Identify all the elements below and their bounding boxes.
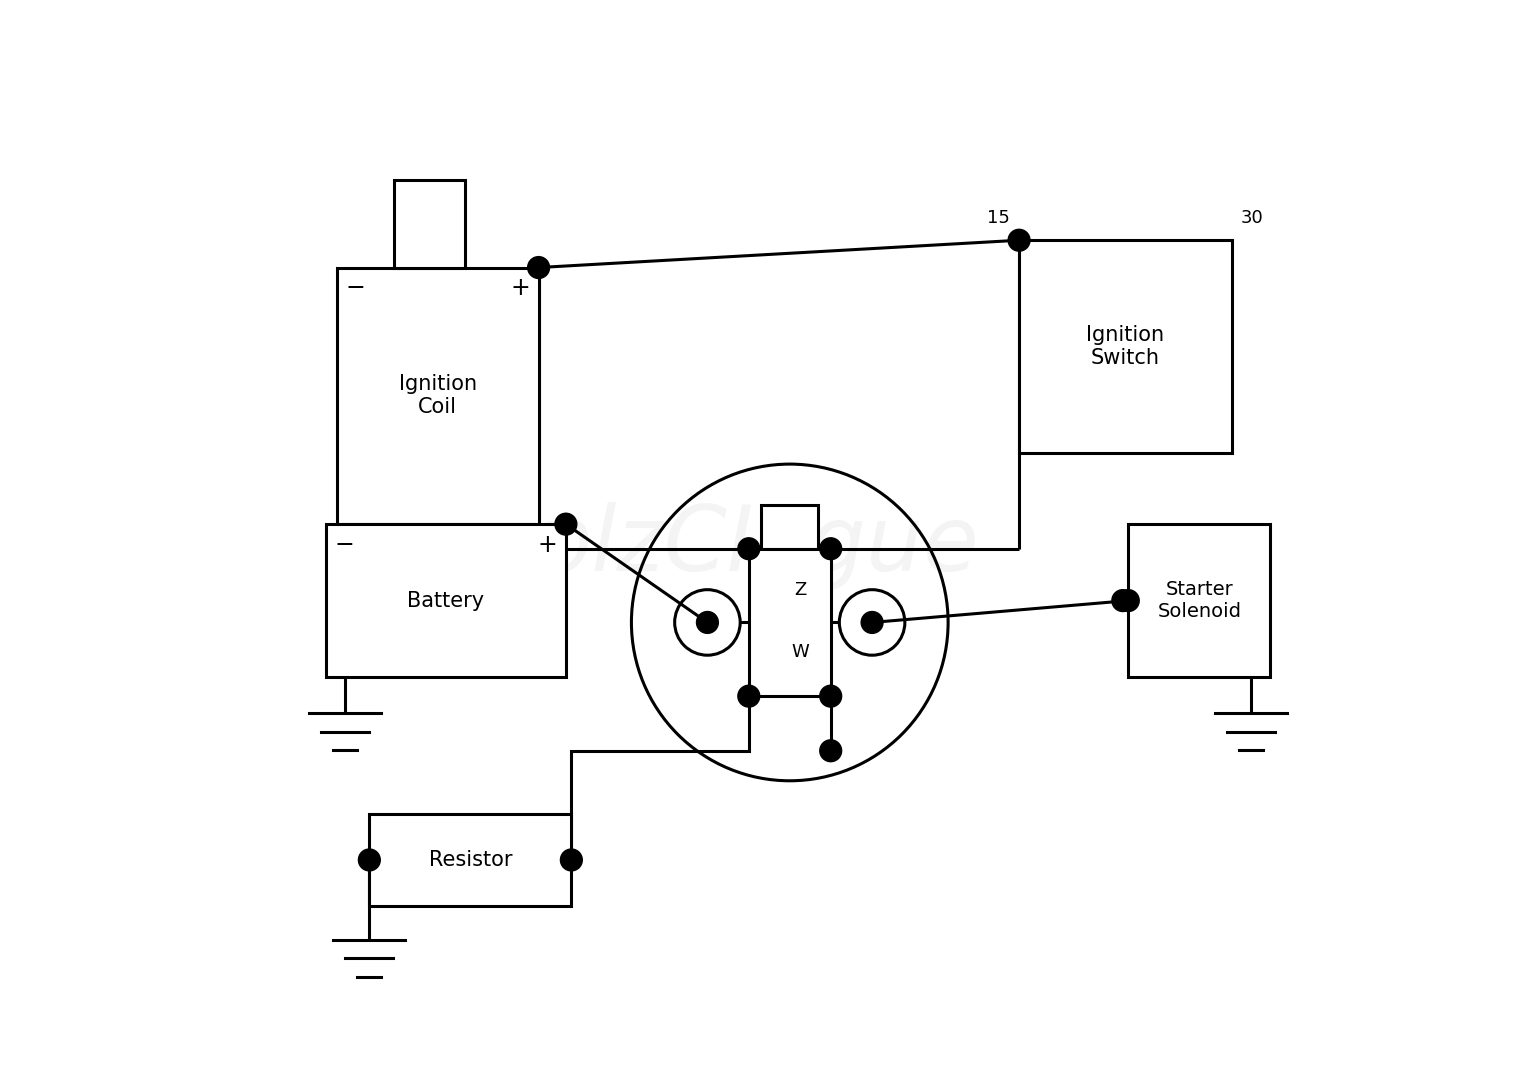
Circle shape	[359, 850, 380, 871]
Circle shape	[1111, 590, 1134, 612]
Circle shape	[819, 686, 842, 708]
Text: Z: Z	[795, 581, 807, 600]
Text: 15: 15	[987, 210, 1010, 227]
Text: Battery: Battery	[407, 591, 484, 610]
Circle shape	[737, 686, 760, 708]
Circle shape	[556, 513, 577, 535]
Text: plzCIogue: plzCIogue	[534, 502, 980, 590]
Circle shape	[819, 537, 842, 559]
FancyBboxPatch shape	[1128, 524, 1270, 677]
Text: −: −	[345, 276, 365, 300]
Text: +: +	[510, 276, 530, 300]
Circle shape	[861, 612, 883, 633]
Text: Resistor: Resistor	[428, 850, 512, 870]
FancyBboxPatch shape	[1019, 240, 1232, 453]
FancyBboxPatch shape	[336, 268, 539, 524]
Text: +: +	[537, 533, 557, 557]
Text: Starter
Solenoid: Starter Solenoid	[1157, 580, 1241, 621]
Circle shape	[1008, 229, 1030, 251]
FancyBboxPatch shape	[326, 524, 566, 677]
Text: 30: 30	[1241, 210, 1264, 227]
Circle shape	[560, 850, 583, 871]
FancyBboxPatch shape	[369, 814, 571, 906]
Circle shape	[819, 740, 842, 762]
Text: W: W	[792, 643, 810, 661]
Text: Ignition
Switch: Ignition Switch	[1087, 325, 1164, 368]
Circle shape	[696, 612, 718, 633]
FancyBboxPatch shape	[395, 180, 465, 268]
Circle shape	[737, 537, 760, 559]
FancyBboxPatch shape	[749, 548, 831, 697]
Text: Ignition
Coil: Ignition Coil	[398, 375, 477, 417]
FancyBboxPatch shape	[762, 505, 819, 548]
Text: −: −	[335, 533, 354, 557]
Circle shape	[528, 257, 550, 278]
Circle shape	[1117, 590, 1139, 612]
